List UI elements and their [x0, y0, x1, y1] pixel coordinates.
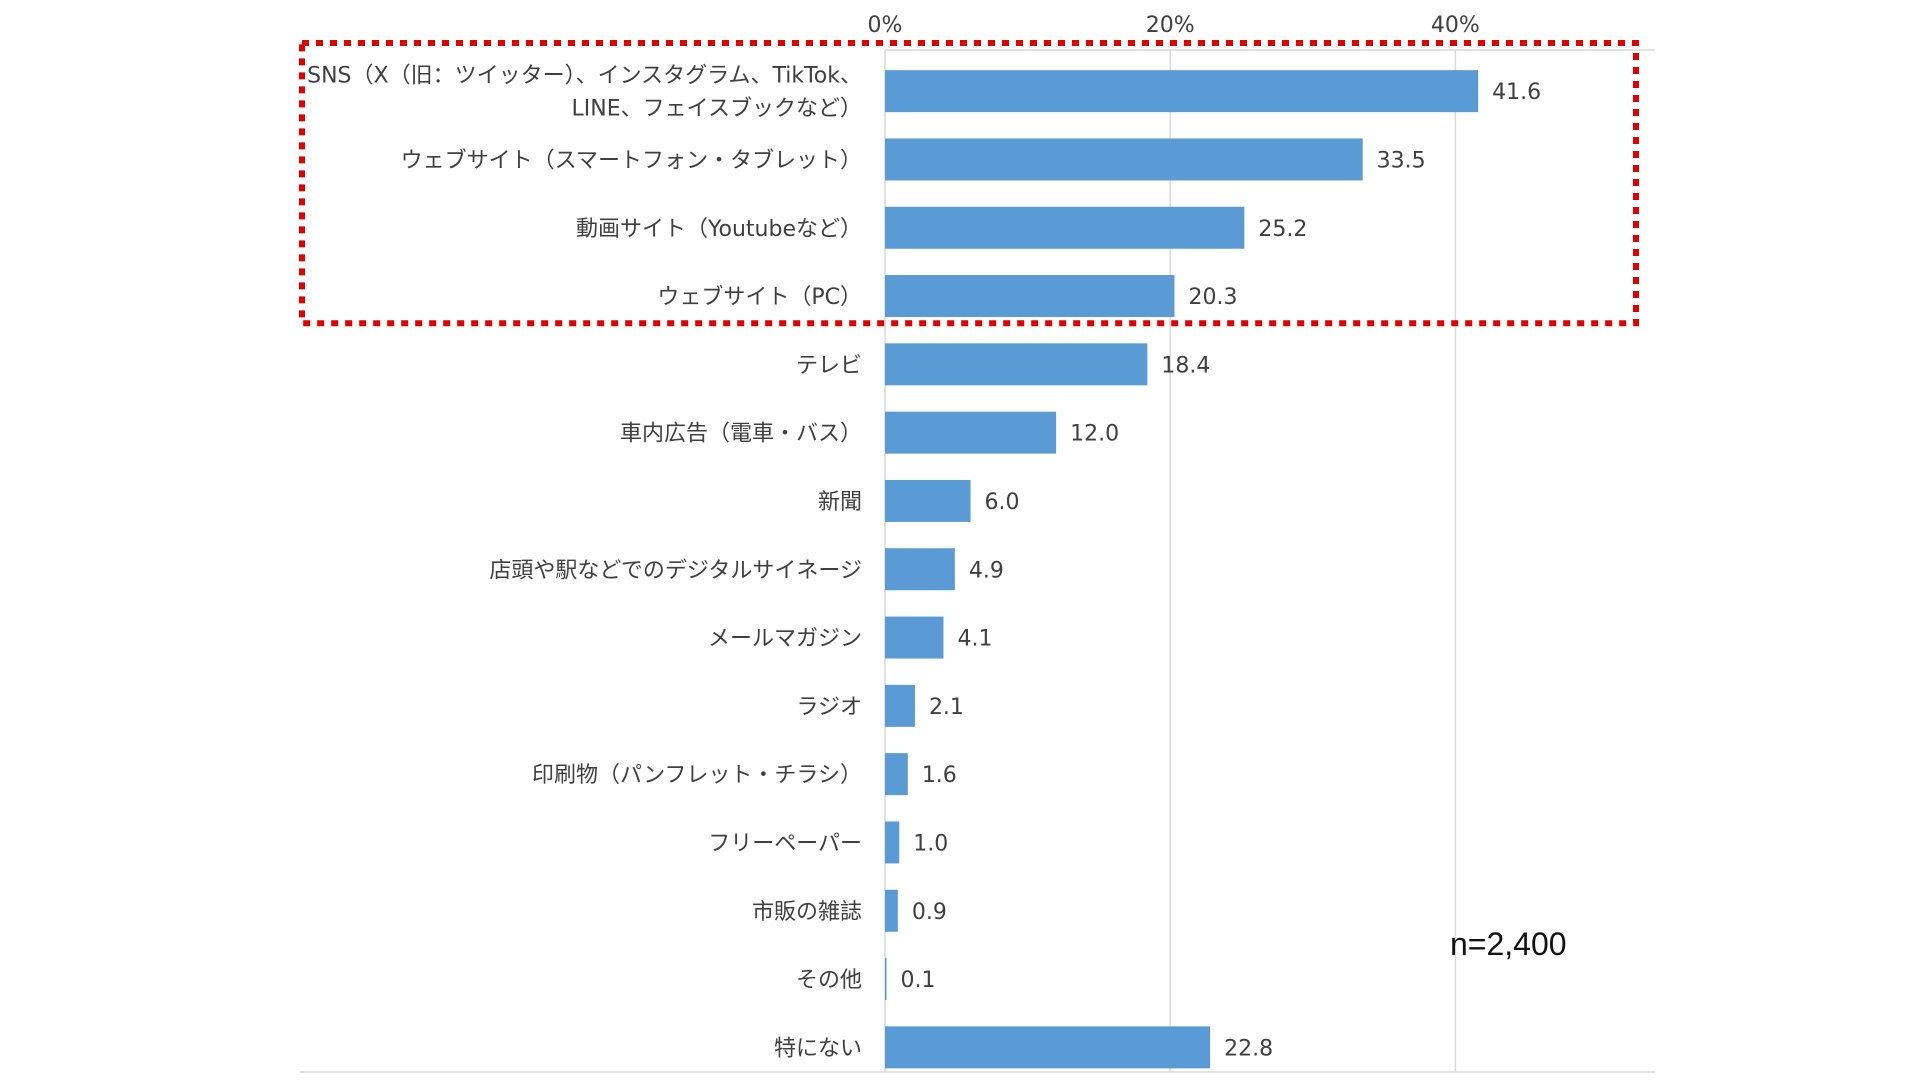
bar — [885, 821, 900, 864]
value-label: 6.0 — [985, 490, 1020, 515]
category-label: ウェブサイト（PC） — [657, 285, 862, 310]
bar — [885, 958, 887, 1001]
category-label: LINE、フェイスブックなど） — [572, 97, 862, 122]
bar — [885, 343, 1148, 386]
value-label: 1.6 — [922, 763, 957, 788]
sample-size-label: n=2,400 — [1450, 926, 1567, 962]
value-label: 22.8 — [1224, 1036, 1273, 1061]
category-labels: SNS（X（旧：ツイッター）、インスタグラム、TikTok、 LINE、フェイスブ… — [307, 64, 862, 1062]
category-label: 新聞 — [818, 490, 862, 515]
bar — [885, 889, 898, 932]
value-label: 18.4 — [1161, 353, 1210, 378]
value-label: 20.3 — [1188, 285, 1237, 310]
bar — [885, 138, 1363, 181]
bar — [885, 206, 1245, 249]
category-label: 特にない — [774, 1036, 862, 1061]
bar — [885, 684, 915, 727]
value-label: 0.1 — [901, 968, 936, 993]
bar — [885, 1026, 1211, 1069]
value-label: 0.9 — [912, 900, 947, 925]
category-label: 市販の雑誌 — [752, 900, 862, 925]
bar — [885, 70, 1479, 113]
bars — [885, 70, 1479, 1069]
value-label: 4.9 — [969, 558, 1004, 583]
value-label: 4.1 — [957, 627, 992, 652]
value-label: 2.1 — [929, 695, 964, 720]
x-tick-label: 40% — [1431, 13, 1480, 38]
category-label: 動画サイト（Youtubeなど） — [576, 217, 862, 242]
bar — [885, 616, 944, 659]
category-label: ラジオ — [796, 695, 862, 720]
bar — [885, 411, 1057, 454]
category-label: 印刷物（パンフレット・チラシ） — [532, 763, 862, 788]
value-label: 25.2 — [1258, 217, 1307, 242]
category-label: ウェブサイト（スマートフォン・タブレット） — [401, 148, 862, 173]
category-label: メールマガジン — [708, 627, 862, 652]
x-tick-label: 0% — [868, 13, 903, 38]
category-label: 店頭や駅などでのデジタルサイネージ — [489, 558, 862, 583]
bar — [885, 548, 955, 591]
x-tick-label: 20% — [1146, 13, 1195, 38]
category-label: その他 — [796, 968, 862, 993]
highlight-box — [299, 40, 1639, 327]
category-label: 車内広告（電車・バス） — [620, 422, 862, 447]
bar — [885, 753, 908, 796]
value-label: 1.0 — [913, 831, 948, 856]
value-label: 41.6 — [1492, 80, 1541, 105]
bar — [885, 479, 971, 522]
category-label: SNS（X（旧：ツイッター）、インスタグラム、TikTok、 — [307, 64, 862, 89]
category-label: フリーペーパー — [708, 831, 862, 856]
value-labels: 41.6 33.5 25.2 20.3 18.4 12.0 6.0 4.9 4.1 2.1 1.6 1… — [901, 80, 1542, 1061]
category-label: テレビ — [796, 353, 862, 378]
x-axis-ticks: 0% 20% 40% — [868, 13, 1480, 38]
bar — [885, 275, 1175, 318]
value-label: 12.0 — [1070, 422, 1119, 447]
value-label: 33.5 — [1377, 148, 1426, 173]
